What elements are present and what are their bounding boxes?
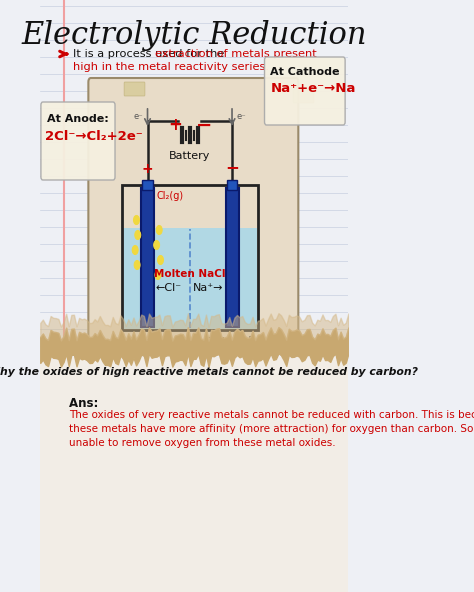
FancyBboxPatch shape — [293, 89, 314, 103]
Bar — [227, 180, 237, 190]
Circle shape — [154, 240, 160, 249]
Text: Ans:: Ans: — [69, 397, 102, 410]
Circle shape — [155, 271, 161, 279]
FancyBboxPatch shape — [88, 78, 298, 341]
Text: ←Cl⁻: ←Cl⁻ — [156, 283, 182, 293]
Bar — [141, 188, 154, 327]
Text: Anode: Anode — [125, 336, 170, 349]
Circle shape — [135, 230, 141, 240]
Circle shape — [132, 246, 138, 255]
Bar — [122, 228, 257, 329]
Circle shape — [134, 260, 140, 269]
Text: At Anode:: At Anode: — [47, 114, 109, 124]
Text: high in the metal reactivity series.: high in the metal reactivity series. — [73, 62, 269, 72]
Circle shape — [157, 256, 164, 265]
FancyBboxPatch shape — [41, 102, 115, 180]
Text: +: + — [169, 116, 182, 134]
Text: Molten NaCl: Molten NaCl — [154, 269, 226, 279]
Text: Electrolytic Reduction: Electrolytic Reduction — [22, 20, 367, 51]
Text: 2Cl⁻→Cl₂+2e⁻: 2Cl⁻→Cl₂+2e⁻ — [46, 130, 143, 143]
Bar — [142, 180, 153, 190]
Text: −: − — [225, 158, 239, 176]
Text: Na⁺+e⁻→Na: Na⁺+e⁻→Na — [270, 82, 356, 95]
FancyBboxPatch shape — [264, 57, 345, 125]
Text: Na⁺→: Na⁺→ — [192, 283, 223, 293]
Text: e⁻: e⁻ — [133, 111, 143, 121]
Text: The oxides of very reactive metals cannot be reduced with carbon. This is becaus: The oxides of very reactive metals canno… — [69, 410, 474, 448]
Text: Cl₂(g): Cl₂(g) — [156, 191, 184, 201]
Circle shape — [134, 215, 139, 224]
Bar — [40, 357, 348, 592]
Text: e⁻: e⁻ — [237, 111, 246, 121]
Bar — [121, 185, 258, 330]
Text: Q) Why the oxides of high reactive metals cannot be reduced by carbon?: Q) Why the oxides of high reactive metal… — [0, 367, 418, 377]
Text: extraction of metals present: extraction of metals present — [155, 49, 317, 59]
FancyBboxPatch shape — [124, 82, 145, 96]
Text: At Cathode: At Cathode — [270, 67, 340, 77]
Text: +: + — [142, 162, 153, 176]
Text: Battery: Battery — [169, 151, 210, 161]
Bar — [226, 188, 238, 327]
Text: It is a process used for the: It is a process used for the — [73, 49, 228, 59]
Text: −: − — [196, 115, 212, 134]
Circle shape — [156, 226, 162, 234]
Text: Cathode: Cathode — [203, 336, 261, 349]
